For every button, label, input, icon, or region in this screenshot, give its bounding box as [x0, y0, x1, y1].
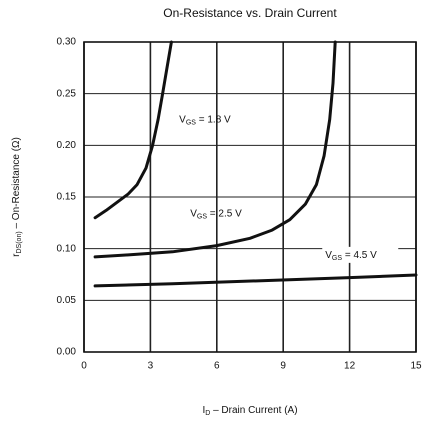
y-tick-label: 0.25 [57, 88, 77, 99]
x-axis-label: ID – Drain Current (A) [202, 405, 297, 417]
y-tick-label: 0.30 [57, 37, 77, 48]
y-axis-label-rest: – On-Resistance (Ω) [11, 137, 22, 231]
x-axis-label-sub: D [205, 410, 210, 417]
x-tick-label: 0 [81, 361, 87, 372]
series-label-rest: = 4.5 V [342, 250, 377, 261]
line-series [93, 273, 418, 288]
x-tick-label: 3 [148, 361, 154, 372]
y-axis-label: rDS(on) – On-Resistance (Ω) [11, 137, 23, 257]
series-label-main: V [190, 208, 197, 219]
y-axis-label-sub: DS(on) [16, 231, 23, 253]
series-label: VGS = 4.5 V [325, 250, 377, 262]
series-label: VGS = 1.8 V [179, 114, 231, 126]
y-tick-label: 0.15 [57, 192, 77, 203]
chart-title: On-Resistance vs. Drain Current [163, 6, 337, 20]
x-axis-label-main: I [202, 405, 205, 416]
series-label-sub: GS [186, 119, 196, 126]
series-label-sub: GS [332, 255, 342, 262]
y-tick-label: 0.10 [57, 243, 77, 254]
series-label-sub: GS [197, 213, 207, 220]
x-tick-label: 6 [214, 361, 220, 372]
y-axis-label-main: r [11, 253, 22, 257]
series-label-main: V [179, 114, 186, 125]
y-tick-label: 0.05 [57, 295, 77, 306]
series-label: VGS = 2.5 V [190, 208, 242, 220]
x-tick-label: 15 [410, 361, 422, 372]
series-label-rest: = 2.5 V [207, 208, 242, 219]
series-label-main: V [325, 250, 332, 261]
x-tick-label: 9 [280, 361, 286, 372]
x-axis-label-rest: – Drain Current (A) [210, 405, 297, 416]
y-tick-label: 0.00 [57, 347, 77, 358]
series-label-rest: = 1.8 V [196, 114, 231, 125]
y-tick-label: 0.20 [57, 140, 77, 151]
label-background [322, 246, 399, 263]
plot-frame [83, 41, 417, 353]
x-tick-label: 12 [344, 361, 356, 372]
line-series [93, 40, 337, 259]
line-series [93, 40, 173, 220]
